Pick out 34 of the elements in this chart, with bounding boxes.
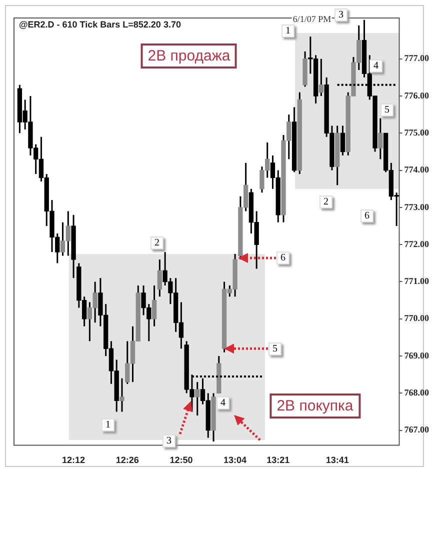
annotation: 6 bbox=[360, 210, 374, 222]
y-tick-label: 773.00 bbox=[404, 202, 430, 212]
y-tick-label: 771.00 bbox=[404, 276, 430, 286]
y-tick-label: 774.00 bbox=[404, 164, 430, 175]
annotation: 1 bbox=[102, 418, 114, 432]
y-tick-label: 775.00 bbox=[404, 127, 430, 138]
x-tick-label: 13:41 bbox=[326, 455, 349, 466]
x-tick-label: 13:21 bbox=[266, 455, 290, 466]
annotation: 2 bbox=[150, 236, 164, 250]
annotation: 3 bbox=[334, 8, 348, 22]
chart-title: @ER2.D - 610 Tick Bars L=852.20 3.70 bbox=[19, 19, 181, 30]
annotation: 5 bbox=[380, 104, 394, 116]
candlestick bbox=[340, 124, 346, 156]
y-tick-label: 776.00 bbox=[404, 90, 430, 100]
y-tick-label: 767.00 bbox=[404, 424, 430, 435]
y-tick-label: 768.00 bbox=[404, 388, 430, 398]
annotation: 2 bbox=[320, 196, 332, 208]
x-tick-label: 12:50 bbox=[170, 455, 193, 466]
annotation: 2В продажа bbox=[140, 44, 238, 68]
x-tick-label: 13:04 bbox=[224, 455, 247, 466]
x-tick-label: 12:26 bbox=[116, 455, 139, 466]
y-tick-label: 770.00 bbox=[404, 313, 430, 324]
annotation: 4 bbox=[370, 60, 382, 72]
annotation: 4 bbox=[216, 396, 230, 410]
y-tick-label: 777.00 bbox=[404, 53, 430, 64]
annotation: 6 bbox=[276, 251, 290, 264]
annotation: 1 bbox=[282, 24, 294, 38]
annotation: 3 bbox=[162, 434, 176, 448]
annotation: 5 bbox=[268, 342, 282, 356]
y-tick-label: 769.00 bbox=[404, 350, 430, 360]
x-tick-label: 12:12 bbox=[62, 455, 86, 466]
annotation: 2В покупка bbox=[270, 394, 360, 418]
y-tick-label: 772.00 bbox=[404, 238, 430, 249]
annotation: 6/1/07 PM bbox=[292, 14, 332, 24]
